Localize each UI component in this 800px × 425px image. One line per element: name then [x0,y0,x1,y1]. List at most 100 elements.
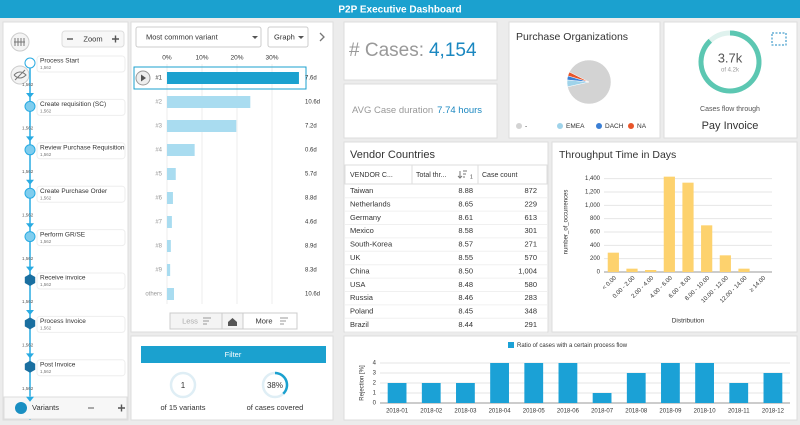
filter-button[interactable] [141,346,326,363]
node-label: Create Purchase Order [40,188,108,195]
bar [626,373,646,403]
duration-panel [343,83,498,139]
cases-kpi: # Cases: 4,154 [349,40,477,61]
cases-value: 4,154 [429,40,477,61]
node-count: 1,562 [40,65,52,70]
x-tick-label: 2018-05 [523,409,546,415]
covered-caption: of cases covered [247,403,304,412]
row-label: #9 [155,268,162,274]
node-label-box [36,185,126,203]
value-label: 8.9d [305,244,317,250]
zoom-control [61,30,125,48]
node-count: 1,562 [40,152,52,157]
table-cell: South-Korea [350,240,393,249]
variants-plus[interactable] [118,404,125,412]
table-header [344,164,548,185]
y-tick-label: 1,200 [585,190,601,196]
bar [663,176,675,272]
y-tick-label: 1,000 [585,203,601,209]
table-cell: Russia [350,293,374,302]
expand-icon[interactable] [771,32,787,46]
process-node [24,231,36,243]
edge-label: 1,562 [22,169,34,174]
tool-glyph [13,69,27,81]
pie-slice [567,71,590,83]
tool-glyph [14,38,25,46]
gauge-caption: Cases flow through [700,106,760,113]
edge-label: 1,562 [22,256,34,261]
legend-label: - [525,123,527,130]
y-axis-label: Rejection [%] [360,365,366,401]
process-node [24,274,36,286]
legend-label: NA [637,123,647,130]
table-cell: Mexico [350,226,374,235]
gauge-value: 3.7k [718,50,743,65]
legend-label: DACH [605,123,624,130]
node-count: 1,562 [40,109,52,114]
column-header: Case count [482,172,517,179]
row-label: #3 [155,124,162,130]
node-label-box [36,142,126,160]
value-label: 0.6d [305,148,317,154]
table-cell: 8.45 [458,307,473,316]
bar [682,182,694,272]
pie-panel [508,21,661,139]
row-label: #8 [155,244,162,250]
flow-arrow [26,310,34,315]
play-icon [141,74,146,82]
bar [456,383,475,403]
node-label: Create requisition (SC) [40,101,106,108]
y-tick-label: 600 [590,230,601,236]
zoom-in[interactable] [112,35,119,43]
legend-dot [557,123,563,129]
bar [701,225,713,272]
view-caret [298,36,304,39]
gauge-arc [698,30,762,94]
duration-kpi: AVG Case duration 7.74 hours [352,105,482,116]
x-tick-label: 2018-06 [557,409,580,415]
y-tick-label: 1,400 [585,176,601,182]
column-header: Total thr... [416,172,446,179]
variant-dropdown[interactable] [135,26,262,48]
less-label: Less [182,316,198,325]
dropdown-caret [252,36,258,39]
bar [524,363,544,403]
y-tick-label: 800 [590,216,601,222]
process-node [24,144,36,156]
y-tick-label: 400 [590,243,601,249]
table-cell: 8.61 [458,213,473,222]
node-label: Post Invoice [40,362,76,369]
row-label: #6 [155,196,162,202]
table-cell: 570 [524,253,537,262]
table-cell: 8.88 [458,186,473,195]
row-label: #2 [155,100,162,106]
node-label: Receive invoice [40,275,86,282]
bar [167,288,174,300]
value-label: 5.7d [305,172,317,178]
bar [738,268,750,272]
table-cell: 8.44 [458,320,473,329]
bar [167,240,171,252]
bar [167,144,195,156]
table-cell: Taiwan [350,186,373,195]
table-cell: 8.50 [458,266,473,275]
next-arrow[interactable] [319,32,325,42]
chart-title: Throughput Time in Days [559,149,676,161]
x-tick-label: 2018-09 [659,409,682,415]
view-dropdown[interactable] [267,26,309,48]
y-tick-label: 3 [373,371,377,377]
x-tick-label: 2018-11 [728,409,750,415]
value-label: 8.8d [305,196,317,202]
more-label: More [255,316,272,325]
node-label: Process Start [40,58,79,65]
table-cell: 872 [524,186,537,195]
table-cell: 613 [524,213,537,222]
table-cell: 8.55 [458,253,473,262]
y-tick-label: 2 [373,381,377,387]
x-tick-label: 2018-07 [591,409,614,415]
bar [167,72,299,84]
process-node [24,100,36,112]
chart-title: Purchase Organizations [516,31,628,43]
more-button[interactable] [242,312,298,330]
column-header: VENDOR C... [350,172,393,179]
